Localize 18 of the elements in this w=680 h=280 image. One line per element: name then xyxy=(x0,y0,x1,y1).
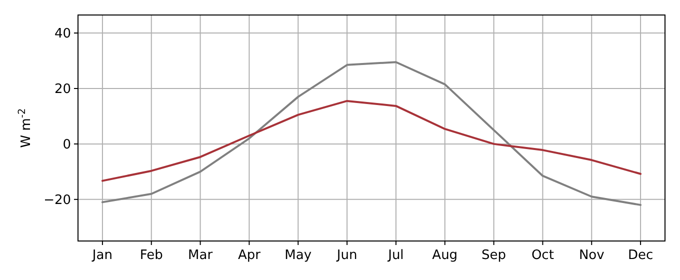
x-tick-label: Dec xyxy=(628,248,654,263)
y-tick-label: 40 xyxy=(54,26,71,42)
y-tick-label: 0 xyxy=(62,137,71,152)
x-tick-label: Jul xyxy=(387,248,404,263)
x-tick-label: Oct xyxy=(531,248,554,263)
x-tick-label: Feb xyxy=(140,248,163,263)
x-tick-label: May xyxy=(284,248,312,263)
y-tick-label: −20 xyxy=(44,192,71,208)
x-tick-label: Mar xyxy=(188,248,214,263)
x-tick-label: Apr xyxy=(238,248,262,263)
y-tick-label: 20 xyxy=(54,82,71,98)
x-tick-label: Aug xyxy=(432,248,458,263)
line-series xyxy=(101,61,642,206)
x-tick-label: Jun xyxy=(336,248,358,263)
x-tick-label: Nov xyxy=(578,248,605,263)
x-tick-label: Jan xyxy=(91,248,112,263)
line-series xyxy=(101,100,642,182)
x-tick-label: Sep xyxy=(482,248,506,263)
